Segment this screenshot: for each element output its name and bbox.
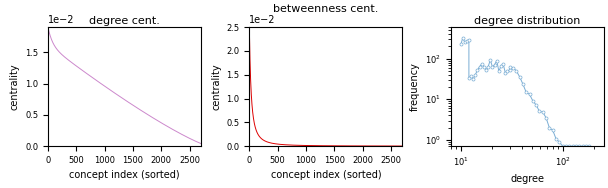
X-axis label: concept index (sorted): concept index (sorted) [271, 171, 381, 180]
Title: betweenness cent.: betweenness cent. [273, 4, 379, 14]
Y-axis label: centrality: centrality [211, 63, 221, 110]
Y-axis label: frequency: frequency [410, 62, 420, 111]
Title: degree cent.: degree cent. [89, 16, 160, 26]
Title: degree distribution: degree distribution [474, 16, 581, 26]
X-axis label: degree: degree [510, 174, 544, 184]
X-axis label: concept index (sorted): concept index (sorted) [69, 171, 180, 180]
Y-axis label: centrality: centrality [10, 63, 19, 110]
